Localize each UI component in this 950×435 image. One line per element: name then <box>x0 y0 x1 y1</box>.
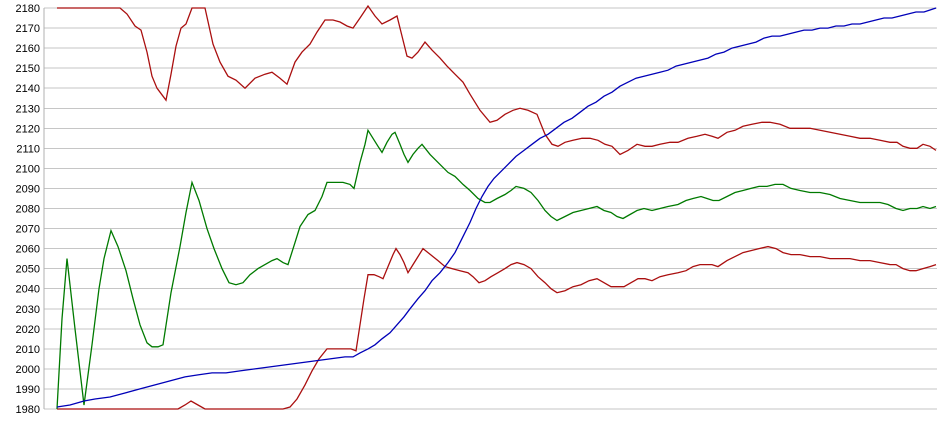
y-axis-tick-label: 2030 <box>16 304 40 316</box>
y-axis-tick-label: 2130 <box>16 103 40 115</box>
y-axis-tick-label: 2010 <box>16 344 40 356</box>
y-axis-tick-label: 2080 <box>16 204 40 216</box>
y-axis-tick-label: 1990 <box>16 384 40 396</box>
y-axis-tick-label: 2040 <box>16 284 40 296</box>
y-axis-tick-label: 2000 <box>16 364 40 376</box>
y-axis-tick-label: 2160 <box>16 43 40 55</box>
y-axis-tick-label: 2020 <box>16 324 40 336</box>
y-axis-tick-label: 2110 <box>16 143 40 155</box>
red-line-lower <box>57 245 937 410</box>
y-axis-tick-label: 2100 <box>16 163 40 175</box>
y-axis-tick-label: 2070 <box>16 224 40 236</box>
y-axis-tick-label: 2090 <box>16 183 40 195</box>
y-axis-tick-label: 1980 <box>16 404 40 416</box>
blue-line <box>56 7 937 408</box>
y-axis-tick-label: 2140 <box>16 83 40 95</box>
red-line-upper <box>57 4 937 156</box>
y-axis-tick-label: 2050 <box>16 264 40 276</box>
y-axis-tick-label: 2060 <box>16 244 40 256</box>
y-axis-tick-label: 2150 <box>16 63 40 75</box>
y-axis-tick-label: 2120 <box>16 123 40 135</box>
y-axis-tick-label: 2170 <box>16 23 40 35</box>
y-axis-tick-label: 2180 <box>16 3 40 15</box>
green-line <box>56 128 937 410</box>
